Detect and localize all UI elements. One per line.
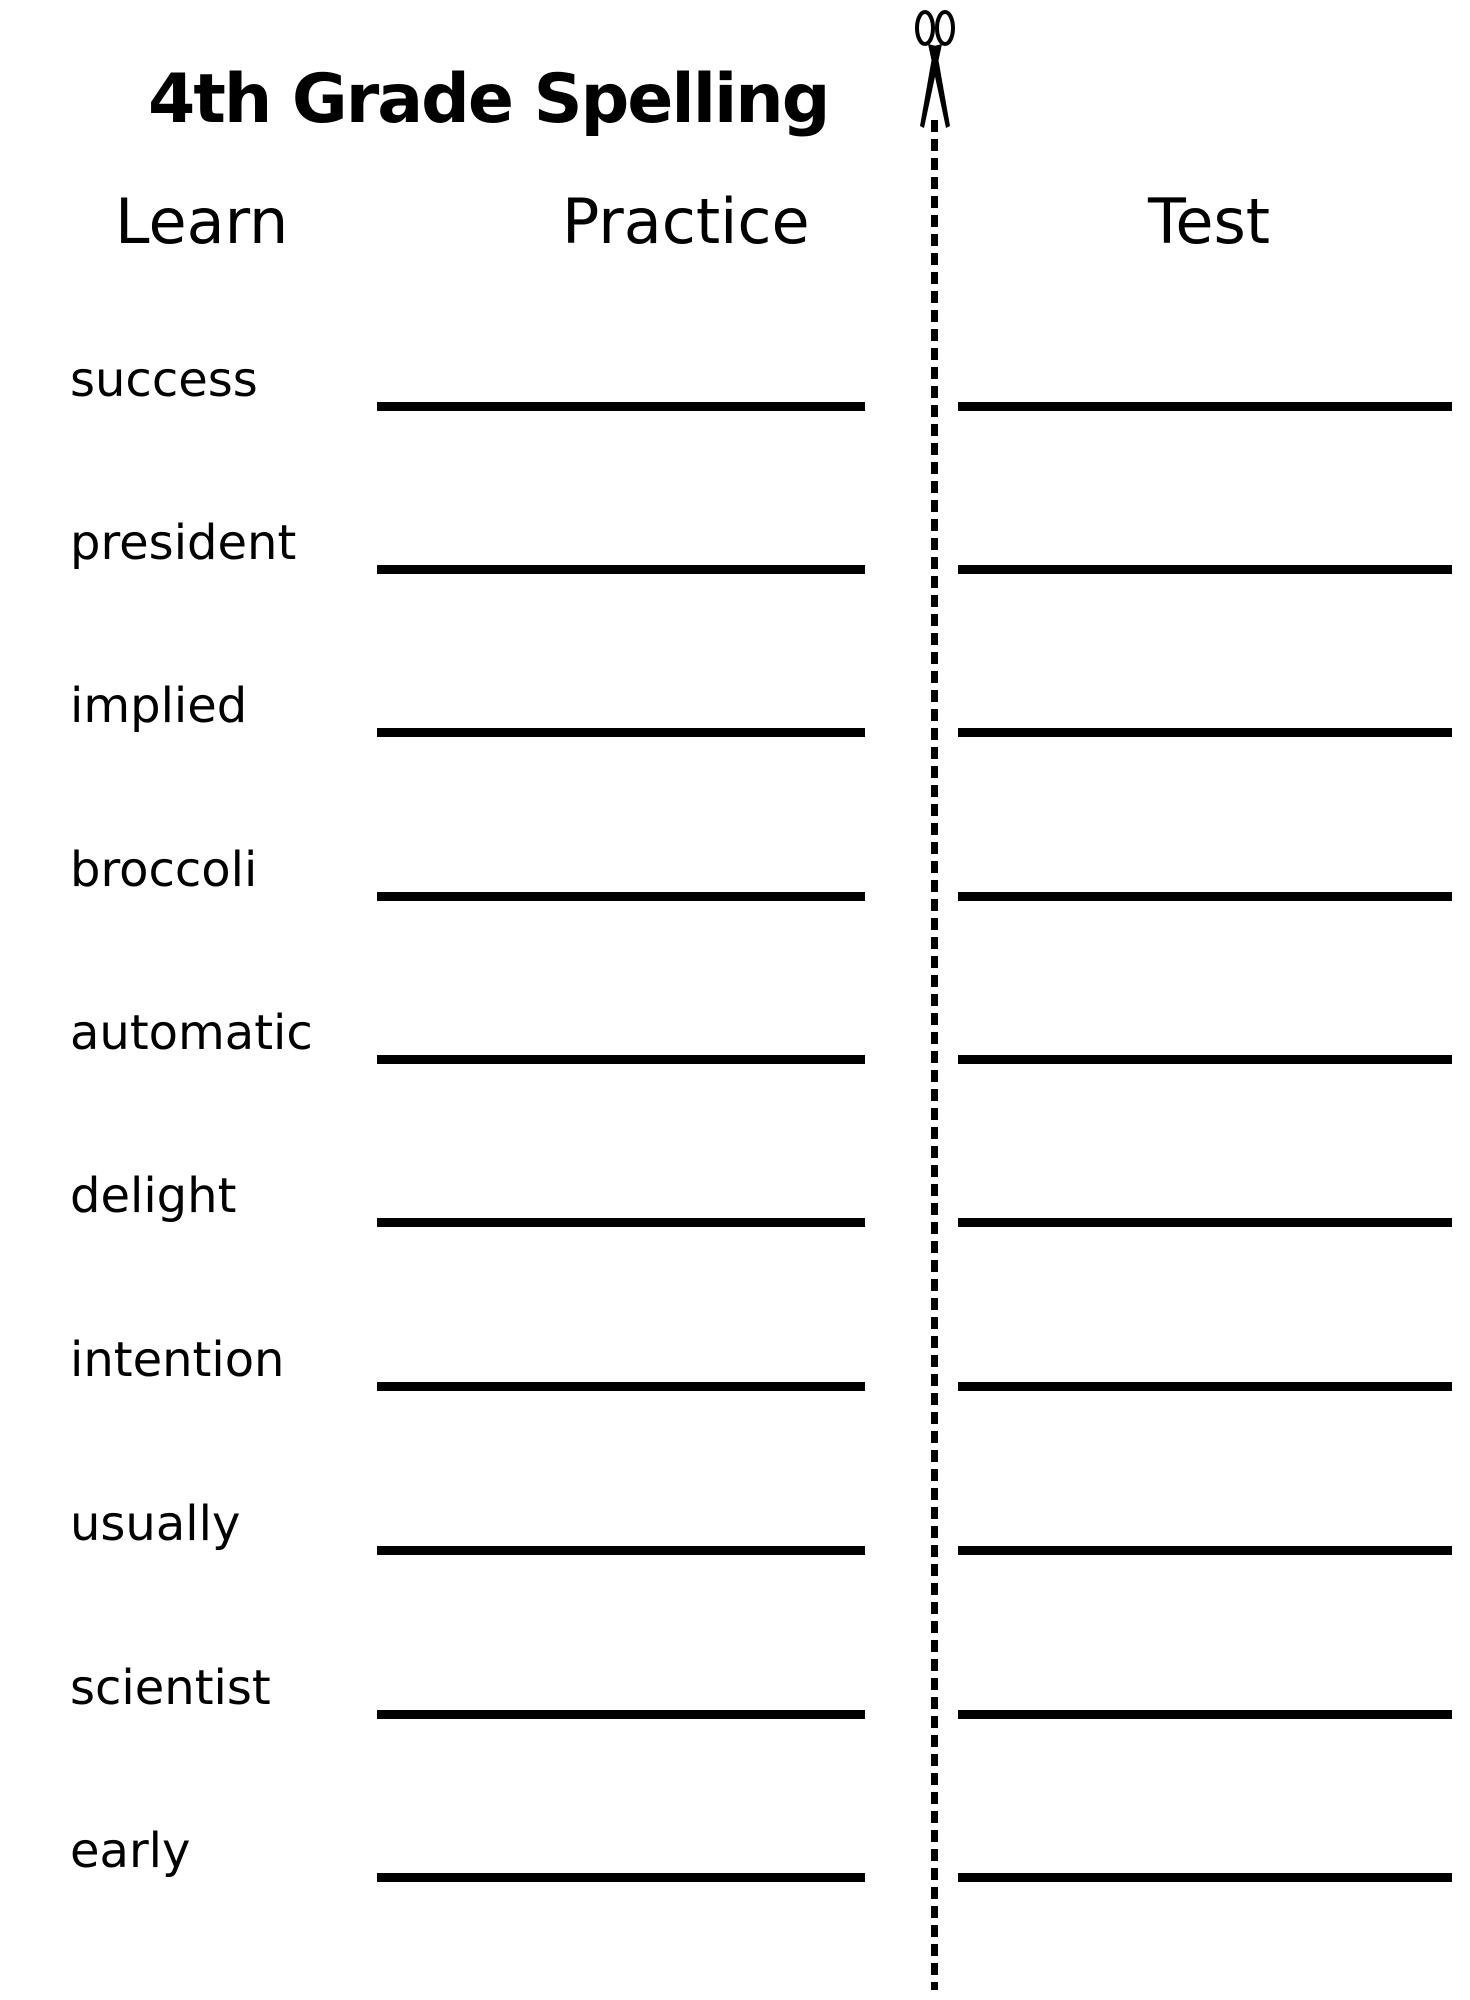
column-header-test: Test <box>1148 185 1271 258</box>
test-line[interactable] <box>958 1218 1452 1227</box>
test-line[interactable] <box>958 1873 1452 1882</box>
test-line[interactable] <box>958 1710 1452 1719</box>
page-title: 4th Grade Spelling <box>148 60 830 139</box>
test-line[interactable] <box>958 1546 1452 1555</box>
spelling-word: delight <box>70 1168 237 1224</box>
test-line[interactable] <box>958 1382 1452 1391</box>
cut-line <box>931 120 938 1990</box>
practice-line[interactable] <box>377 1873 865 1882</box>
column-header-practice: Practice <box>562 185 810 258</box>
scissors-icon <box>915 10 955 128</box>
spelling-word: intention <box>70 1332 285 1388</box>
practice-line[interactable] <box>377 1382 865 1391</box>
practice-line[interactable] <box>377 728 865 737</box>
practice-line[interactable] <box>377 1055 865 1064</box>
spelling-word: broccoli <box>70 842 258 898</box>
practice-line[interactable] <box>377 565 865 574</box>
spelling-word: early <box>70 1823 191 1879</box>
test-line[interactable] <box>958 728 1452 737</box>
spelling-word: scientist <box>70 1660 271 1716</box>
spelling-word: automatic <box>70 1005 313 1061</box>
test-line[interactable] <box>958 565 1452 574</box>
practice-line[interactable] <box>377 1218 865 1227</box>
practice-line[interactable] <box>377 402 865 411</box>
test-line[interactable] <box>958 402 1452 411</box>
spelling-word: success <box>70 352 258 408</box>
spelling-word: usually <box>70 1496 241 1552</box>
column-header-learn: Learn <box>115 185 289 258</box>
spelling-word: president <box>70 515 297 571</box>
practice-line[interactable] <box>377 892 865 901</box>
practice-line[interactable] <box>377 1546 865 1555</box>
practice-line[interactable] <box>377 1710 865 1719</box>
test-line[interactable] <box>958 892 1452 901</box>
spelling-word: implied <box>70 678 248 734</box>
test-line[interactable] <box>958 1055 1452 1064</box>
